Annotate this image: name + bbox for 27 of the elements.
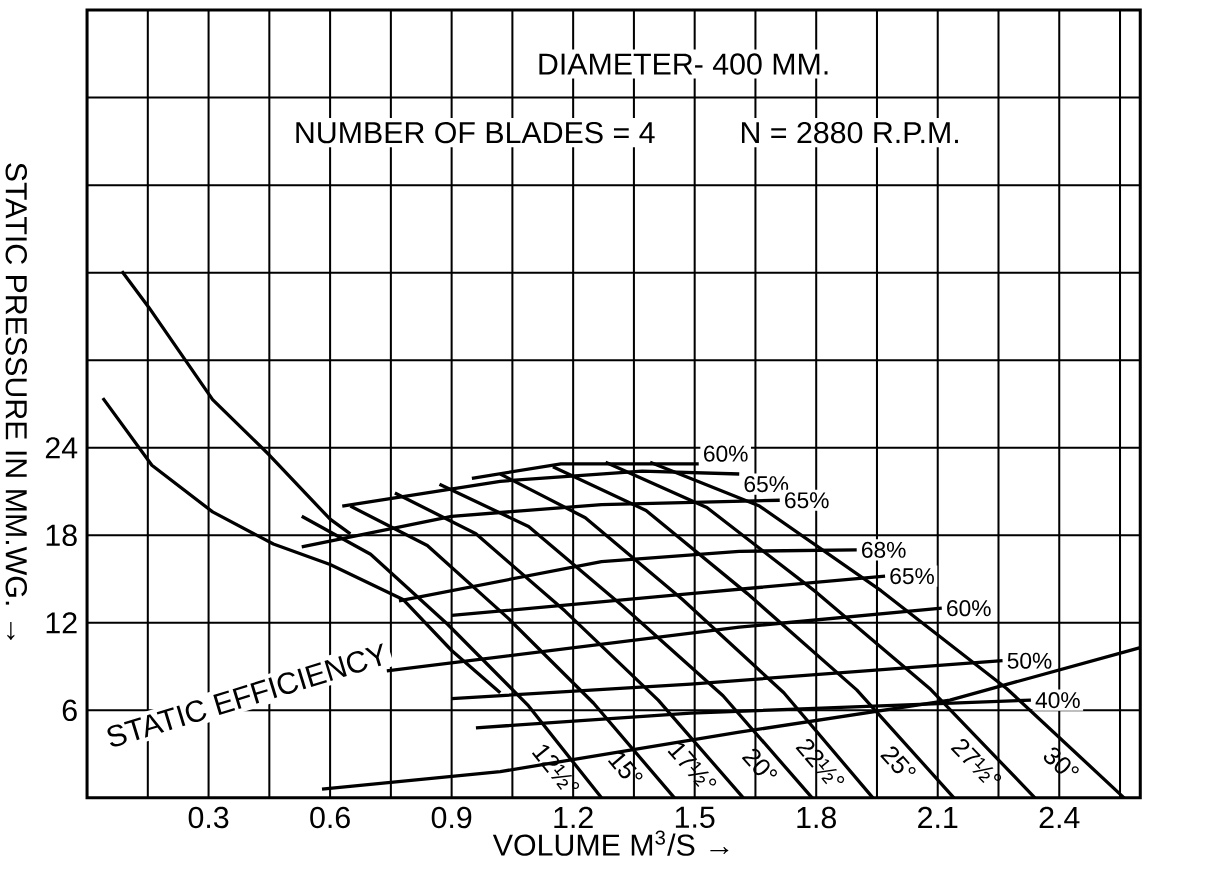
series-label: 65% [785, 492, 829, 509]
y-axis-title: STATIC PRESSURE IN MM.WG. → [5, 163, 27, 640]
series-label: 60% [704, 445, 748, 462]
y-tick-label: 12 [46, 612, 77, 634]
series-label: 68% [862, 541, 906, 558]
x-axis-title: VOLUME M$^{3}$/S → [492, 830, 729, 856]
x-tick-label: 0.9 [431, 806, 472, 829]
text: 15° [607, 752, 643, 780]
annotation: NUMBER OF BLADES = 4 [296, 121, 655, 144]
x-tick-label: 2.4 [1039, 806, 1080, 828]
x-tick-label: 1.5 [675, 806, 715, 828]
y-tick-label: 6 [62, 699, 77, 722]
series-label: 60% [947, 600, 991, 617]
x-tick-label: 2.1 [918, 806, 958, 828]
series-label: 65% [744, 476, 789, 493]
x-tick-label: 1.8 [797, 806, 836, 829]
series-label: 65% [890, 568, 934, 585]
y-tick-label: 18 [46, 524, 77, 546]
text: 25° [880, 746, 916, 774]
x-tick-label: 0.6 [310, 806, 350, 829]
annotation: N = 2880 R.P.M. [741, 121, 958, 144]
series-label: 40% [1035, 692, 1080, 709]
x-tick-label: 1.2 [554, 806, 593, 828]
annotation: DIAMETER- 400 MM. [539, 53, 828, 75]
x-tick-label: 0.3 [188, 806, 229, 829]
y-tick-label: 24 [45, 437, 78, 459]
series-label: 50% [1007, 652, 1052, 669]
